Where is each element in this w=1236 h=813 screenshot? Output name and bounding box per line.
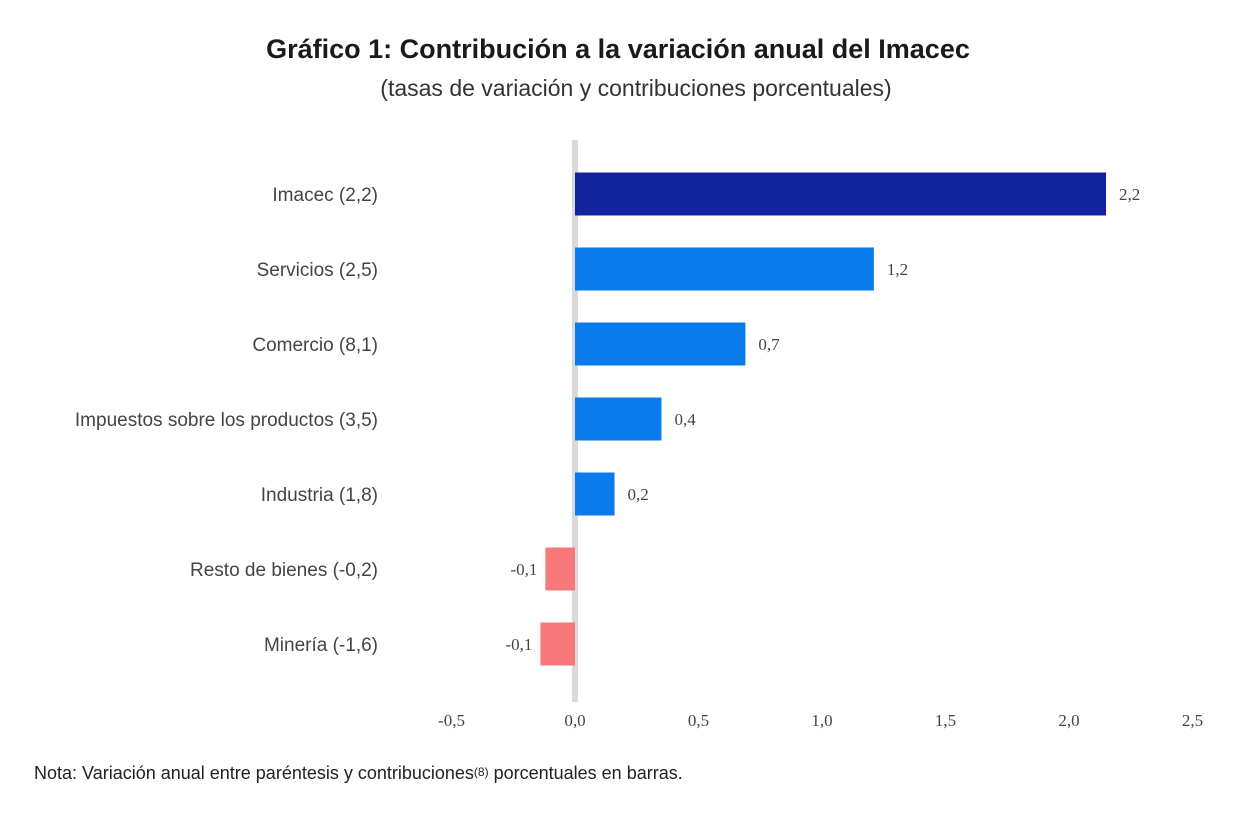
x-tick-label-4: 1,5 xyxy=(935,711,956,730)
category-label-5: Resto de bienes (-0,2) xyxy=(190,560,378,581)
value-label-1: 1,2 xyxy=(887,260,908,279)
bar-5 xyxy=(545,547,575,591)
note-prefix: Nota: Variación anual entre paréntesis y… xyxy=(34,763,474,783)
category-label-4: Industria (1,8) xyxy=(261,485,378,506)
bar-4 xyxy=(575,472,615,516)
x-tick-label-3: 1,0 xyxy=(811,711,832,730)
note-suffix: porcentuales en barras. xyxy=(488,763,683,783)
category-label-2: Comercio (8,1) xyxy=(252,335,378,356)
x-tick-label-5: 2,0 xyxy=(1058,711,1079,730)
value-label-5: -0,1 xyxy=(510,560,537,579)
chart-note: Nota: Variación anual entre paréntesis y… xyxy=(34,763,683,784)
x-tick-label-2: 0,5 xyxy=(688,711,709,730)
x-tick-label-0: -0,5 xyxy=(438,711,465,730)
x-tick-label-1: 0,0 xyxy=(564,711,585,730)
value-label-6: -0,1 xyxy=(505,635,532,654)
category-label-1: Servicios (2,5) xyxy=(257,260,378,281)
category-label-3: Impuestos sobre los productos (3,5) xyxy=(75,410,378,431)
bar-6 xyxy=(540,622,575,666)
note-marker: (8) xyxy=(473,765,489,779)
chart-subtitle: (tasas de variación y contribuciones por… xyxy=(380,75,892,101)
value-label-2: 0,7 xyxy=(758,335,780,354)
chart-title: Gráfico 1: Contribución a la variación a… xyxy=(266,34,970,64)
bar-3 xyxy=(575,397,662,441)
category-label-0: Imacec (2,2) xyxy=(272,185,378,206)
value-label-4: 0,2 xyxy=(628,485,649,504)
bar-2 xyxy=(575,322,746,366)
x-tick-label-6: 2,5 xyxy=(1182,711,1203,730)
value-label-3: 0,4 xyxy=(674,410,696,429)
bar-0 xyxy=(575,172,1107,216)
value-label-0: 2,2 xyxy=(1119,185,1140,204)
category-label-6: Minería (-1,6) xyxy=(264,635,378,656)
bar-1 xyxy=(575,247,874,291)
